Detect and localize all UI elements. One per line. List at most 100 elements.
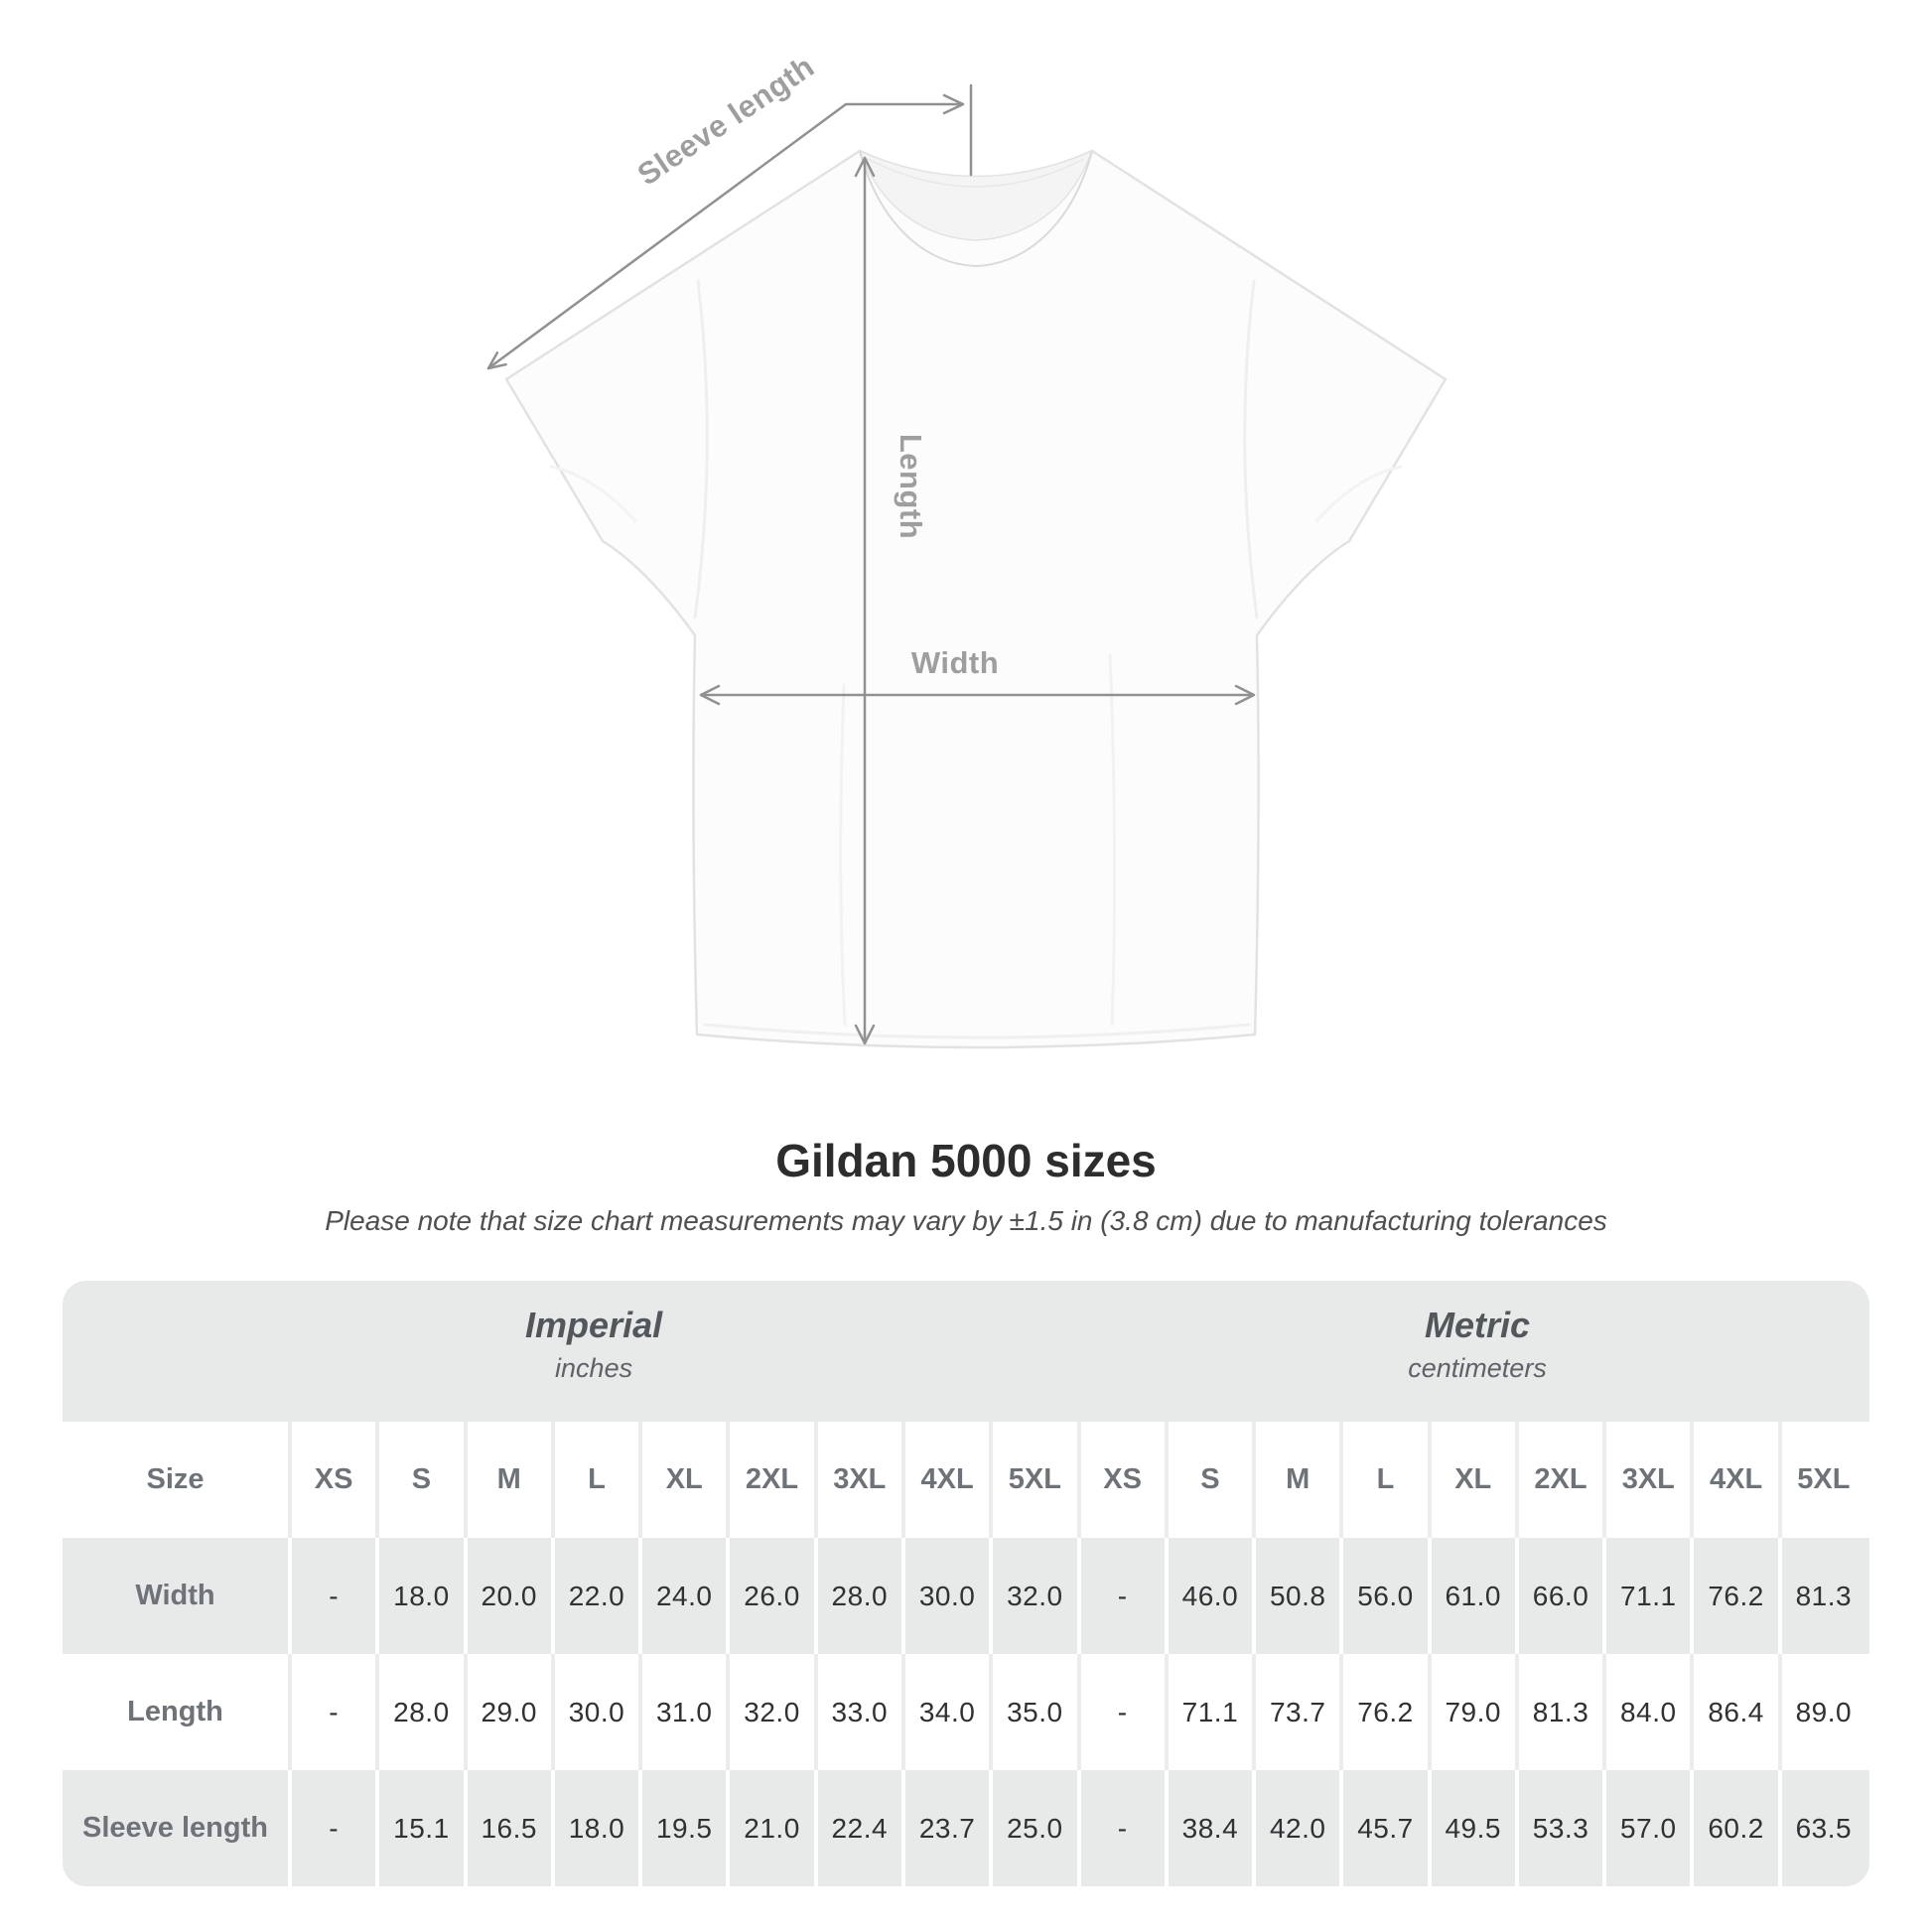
size-header-metric-1: S <box>1168 1422 1257 1538</box>
measurements-grid: Size XS S M L XL 2XL 3XL 4XL 5XL XS S M L XL 2XL 3XL 4XL 5… <box>63 1422 1869 1886</box>
cell-width-imperial-5: 26.0 <box>730 1538 818 1654</box>
tshirt-body <box>504 149 1448 1049</box>
length-label: Length <box>894 434 928 539</box>
metric-header: Metric centimeters <box>1408 1305 1547 1384</box>
collar <box>858 149 1094 268</box>
cell-width-metric-2: 50.8 <box>1256 1538 1344 1654</box>
cell-length-imperial-3: 30.0 <box>554 1654 643 1770</box>
unit-header-band: Imperial inches Metric centimeters <box>63 1281 1869 1422</box>
length-arrow-top-icon <box>854 156 876 178</box>
cell-sleeve-length-metric-8: 63.5 <box>1781 1770 1869 1886</box>
collar-opening <box>858 149 1094 241</box>
cell-length-metric-2: 73.7 <box>1256 1654 1344 1770</box>
cell-length-metric-0: - <box>1080 1654 1169 1770</box>
row-label-1: Length <box>63 1654 292 1770</box>
size-header-metric-5: 2XL <box>1518 1422 1607 1538</box>
cell-sleeve-length-imperial-2: 16.5 <box>467 1770 555 1886</box>
cell-length-metric-6: 84.0 <box>1606 1654 1695 1770</box>
cell-length-imperial-7: 34.0 <box>904 1654 994 1770</box>
metric-header-unit: centimeters <box>1408 1353 1547 1384</box>
cell-sleeve-length-imperial-8: 25.0 <box>993 1770 1081 1886</box>
cell-length-imperial-4: 31.0 <box>642 1654 731 1770</box>
size-header-metric-6: 3XL <box>1606 1422 1695 1538</box>
imperial-header: Imperial inches <box>525 1305 662 1384</box>
tshirt-measurement-diagram: Sleeve length Length Width <box>486 49 1448 1049</box>
width-arrow-left-icon <box>699 684 721 706</box>
cell-sleeve-length-imperial-1: 15.1 <box>379 1770 468 1886</box>
fabric-fold-lines <box>549 279 1403 1039</box>
cell-length-imperial-0: - <box>292 1654 380 1770</box>
cell-sleeve-length-metric-0: - <box>1080 1770 1169 1886</box>
cell-width-imperial-0: - <box>292 1538 380 1654</box>
size-header-imperial-2: M <box>467 1422 555 1538</box>
sleeve-length-arrow-right-icon <box>942 93 965 115</box>
tolerance-note: Please note that size chart measurements… <box>325 1205 1607 1236</box>
cell-width-imperial-4: 24.0 <box>642 1538 731 1654</box>
size-header-imperial-7: 4XL <box>904 1422 994 1538</box>
cell-sleeve-length-imperial-7: 23.7 <box>904 1770 994 1886</box>
sleeve-length-label: Sleeve length <box>631 49 821 192</box>
cell-width-metric-8: 81.3 <box>1781 1538 1869 1654</box>
cell-length-metric-8: 89.0 <box>1781 1654 1869 1770</box>
cell-length-metric-5: 81.3 <box>1518 1654 1607 1770</box>
cell-length-metric-4: 79.0 <box>1431 1654 1519 1770</box>
size-header-metric-2: M <box>1256 1422 1344 1538</box>
size-header-metric-4: XL <box>1431 1422 1519 1538</box>
cell-length-imperial-8: 35.0 <box>993 1654 1081 1770</box>
cell-sleeve-length-metric-1: 38.4 <box>1168 1770 1257 1886</box>
cell-width-imperial-3: 22.0 <box>554 1538 643 1654</box>
size-header-imperial-5: 2XL <box>730 1422 818 1538</box>
cell-length-imperial-6: 33.0 <box>817 1654 905 1770</box>
cell-width-metric-4: 61.0 <box>1431 1538 1519 1654</box>
cell-length-metric-7: 86.4 <box>1694 1654 1782 1770</box>
size-table: Imperial inches Metric centimeters Size X… <box>63 1281 1869 1886</box>
size-header-metric-0: XS <box>1080 1422 1169 1538</box>
size-header-imperial-1: S <box>379 1422 468 1538</box>
cell-width-metric-5: 66.0 <box>1518 1538 1607 1654</box>
cell-width-metric-7: 76.2 <box>1694 1538 1782 1654</box>
length-arrow-bottom-icon <box>854 1024 876 1045</box>
page-title: Gildan 5000 sizes <box>775 1135 1157 1186</box>
size-header-metric-7: 4XL <box>1694 1422 1782 1538</box>
cell-width-imperial-7: 30.0 <box>904 1538 994 1654</box>
cell-sleeve-length-imperial-6: 22.4 <box>817 1770 905 1886</box>
cell-sleeve-length-metric-4: 49.5 <box>1431 1770 1519 1886</box>
cell-width-metric-3: 56.0 <box>1343 1538 1432 1654</box>
cell-length-imperial-5: 32.0 <box>730 1654 818 1770</box>
cell-width-imperial-2: 20.0 <box>467 1538 555 1654</box>
cell-sleeve-length-metric-7: 60.2 <box>1694 1770 1782 1886</box>
cell-width-imperial-1: 18.0 <box>379 1538 468 1654</box>
imperial-header-name: Imperial <box>525 1305 663 1345</box>
size-header-imperial-0: XS <box>292 1422 380 1538</box>
size-header-metric-3: L <box>1343 1422 1432 1538</box>
collar-back-seam <box>867 158 1085 188</box>
cell-length-imperial-1: 28.0 <box>379 1654 468 1770</box>
dimension-lines <box>486 83 1256 1045</box>
sleeve-length-line <box>486 102 963 370</box>
size-column-header: Size <box>63 1422 292 1538</box>
title-block: Gildan 5000 sizes Please note that size … <box>0 1138 1932 1237</box>
collar-band-outer-seam <box>859 150 1093 268</box>
width-arrow-right-icon <box>1234 684 1256 706</box>
cell-width-metric-0: - <box>1080 1538 1169 1654</box>
cell-width-imperial-8: 32.0 <box>993 1538 1081 1654</box>
cell-length-imperial-2: 29.0 <box>467 1654 555 1770</box>
cell-sleeve-length-imperial-3: 18.0 <box>554 1770 643 1886</box>
cell-sleeve-length-metric-2: 42.0 <box>1256 1770 1344 1886</box>
cell-length-metric-1: 71.1 <box>1168 1654 1257 1770</box>
row-label-2: Sleeve length <box>63 1770 292 1886</box>
metric-header-name: Metric <box>1425 1305 1531 1345</box>
cell-sleeve-length-metric-5: 53.3 <box>1518 1770 1607 1886</box>
cell-sleeve-length-imperial-5: 21.0 <box>730 1770 818 1886</box>
cell-length-metric-3: 76.2 <box>1343 1654 1432 1770</box>
width-label: Width <box>911 645 999 680</box>
sleeve-length-arrow-end-icon <box>486 351 507 370</box>
size-header-metric-8: 5XL <box>1781 1422 1869 1538</box>
size-header-imperial-4: XL <box>642 1422 731 1538</box>
cell-width-metric-1: 46.0 <box>1168 1538 1257 1654</box>
cell-width-metric-6: 71.1 <box>1606 1538 1695 1654</box>
imperial-header-unit: inches <box>555 1353 633 1384</box>
size-header-imperial-8: 5XL <box>993 1422 1081 1538</box>
size-header-imperial-6: 3XL <box>817 1422 905 1538</box>
